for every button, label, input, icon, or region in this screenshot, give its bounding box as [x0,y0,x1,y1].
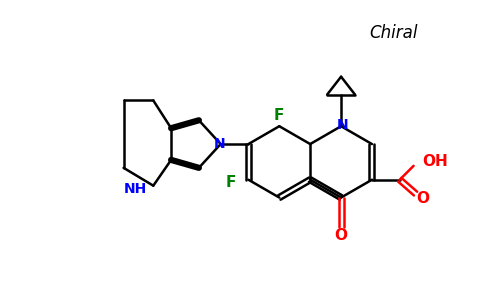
Text: F: F [274,108,285,123]
Text: O: O [334,228,348,243]
Text: N: N [214,137,226,151]
Text: O: O [416,191,429,206]
Text: N: N [336,118,348,132]
Text: NH: NH [124,182,147,196]
Text: F: F [226,175,236,190]
Text: OH: OH [423,154,448,169]
Text: Chiral: Chiral [369,24,418,42]
